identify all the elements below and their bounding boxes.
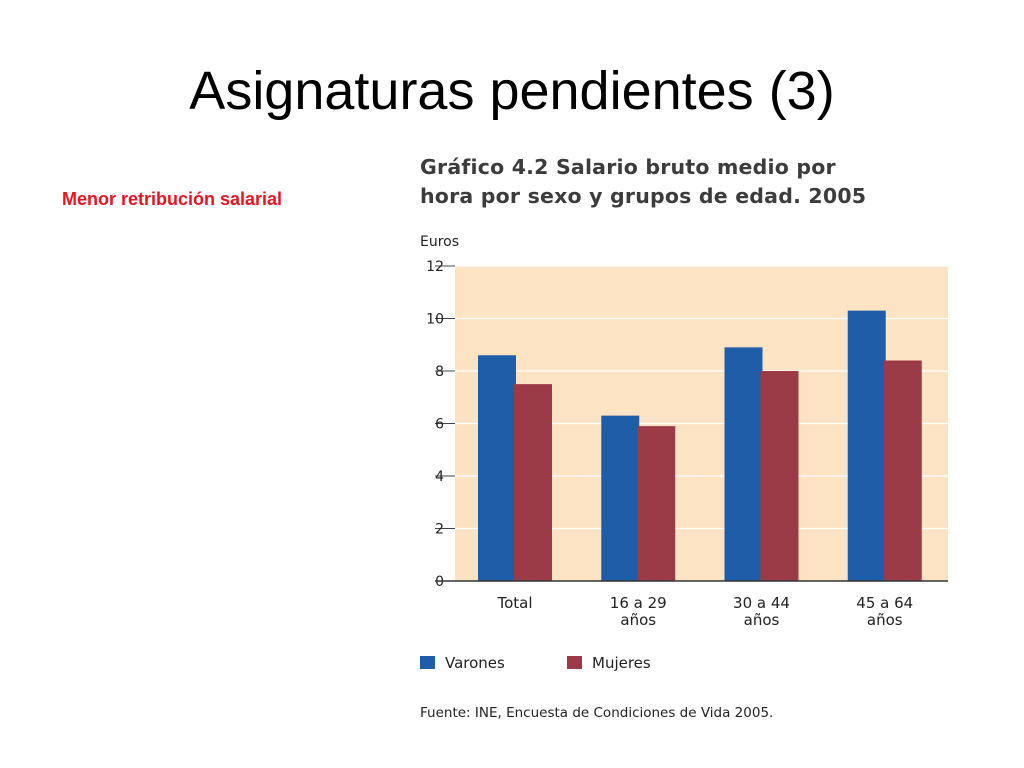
y-axis-label: Euros <box>420 234 459 250</box>
legend-label-varones: Varones <box>445 654 505 672</box>
x-tick-label: 16 a 29 <box>610 594 667 612</box>
x-tick-label: 45 a 64 <box>856 594 913 612</box>
bar-varones-2 <box>724 347 763 581</box>
slide-title: Asignaturas pendientes (3) <box>189 61 835 121</box>
side-note: Menor retribución salarial <box>62 189 283 209</box>
legend-swatch-mujeres <box>567 656 582 669</box>
x-tick-label: años <box>620 611 656 629</box>
bar-varones-0 <box>478 355 516 581</box>
chart-title-line-1: Gráfico 4.2 Salario bruto medio por <box>420 155 836 179</box>
legend-label-mujeres: Mujeres <box>592 654 651 672</box>
y-tick-label: 0 <box>435 574 444 590</box>
bar-varones-1 <box>601 415 640 581</box>
y-tick-label: 12 <box>426 259 444 275</box>
bar-varones-3 <box>847 310 886 581</box>
chart-title-line-2: hora por sexo y grupos de edad. 2005 <box>420 184 867 208</box>
bar-mujeres-2 <box>760 371 799 581</box>
chart-title: Gráfico 4.2 Salario bruto medio por hora… <box>420 153 980 211</box>
y-tick-label: 4 <box>435 469 444 485</box>
y-tick-label: 10 <box>426 312 444 328</box>
x-tick-label: años <box>867 611 903 629</box>
x-tick-label: 30 a 44 <box>733 594 790 612</box>
bar-mujeres-1 <box>637 426 676 581</box>
legend-swatch-varones <box>420 656 435 669</box>
bar-mujeres-0 <box>514 384 552 581</box>
chart-source: Fuente: INE, Encuesta de Condiciones de … <box>420 705 774 721</box>
y-tick-label: 6 <box>435 417 444 433</box>
x-tick-label: años <box>744 611 780 629</box>
y-tick-label: 2 <box>435 522 444 538</box>
x-tick-label: Total <box>496 594 532 612</box>
bar-mujeres-3 <box>883 360 922 581</box>
y-tick-label: 8 <box>435 364 444 380</box>
